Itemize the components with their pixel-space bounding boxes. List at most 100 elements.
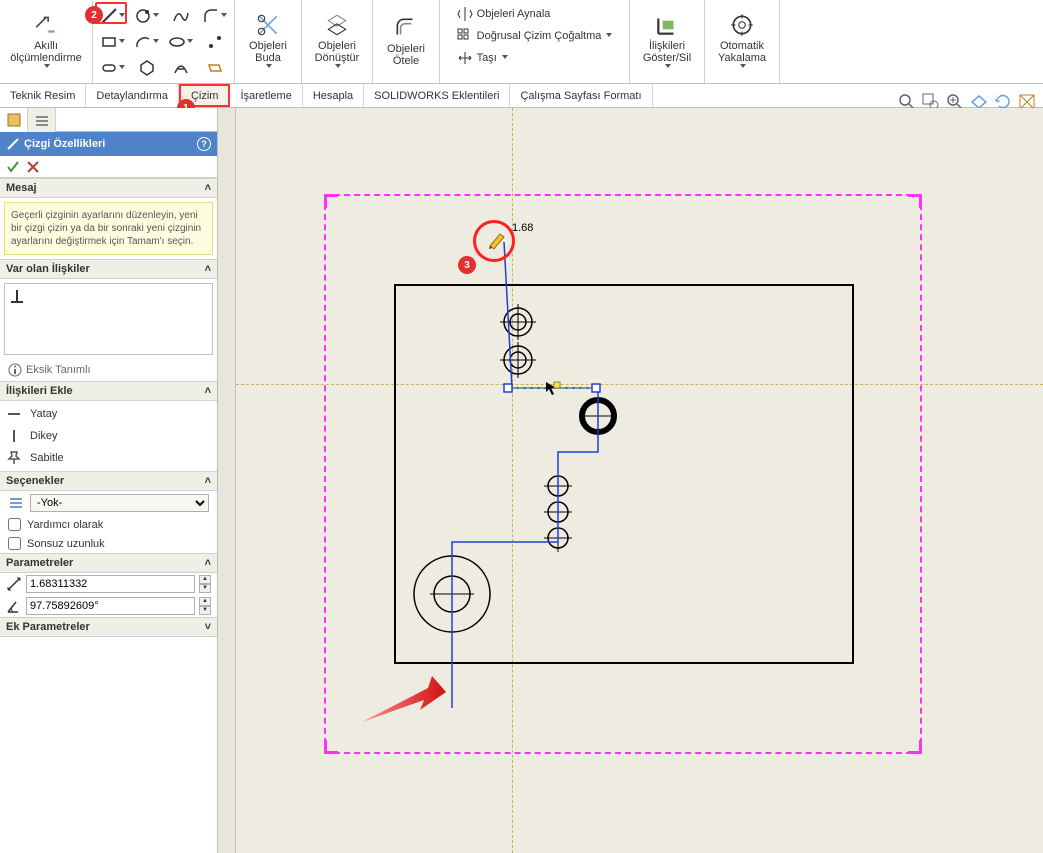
- trim-button[interactable]: Objeleri Buda: [241, 2, 295, 80]
- group-modify: Objeleri Aynala Doğrusal Çizim Çoğaltma …: [440, 0, 630, 83]
- feature-manager-tab[interactable]: [0, 108, 28, 132]
- spline-tool-button[interactable]: [165, 4, 197, 28]
- slot-tool-button[interactable]: [97, 56, 129, 80]
- under-defined-row: Eksik Tanımlı: [0, 359, 217, 381]
- relations-icon: [654, 12, 680, 38]
- group-snap: Otomatik Yakalama: [705, 0, 780, 83]
- style-icon: [8, 495, 24, 511]
- text-tool-button[interactable]: [165, 56, 197, 80]
- section-additional-params[interactable]: Ek Parametreler˅: [0, 617, 217, 637]
- auto-snap-button[interactable]: Otomatik Yakalama: [711, 2, 773, 80]
- length-spinner[interactable]: ▲▼: [199, 575, 211, 593]
- section-add-relations[interactable]: İlişkileri Ekle˄: [0, 381, 217, 401]
- section-message[interactable]: Mesaj˄: [0, 178, 217, 198]
- polygon-tool-button[interactable]: [131, 56, 163, 80]
- convert-button[interactable]: Objeleri Dönüştür: [308, 2, 366, 80]
- group-trim: Objeleri Buda: [235, 0, 302, 83]
- relation-vertical-button[interactable]: Dikey: [6, 425, 211, 447]
- vertical-icon: [6, 428, 22, 444]
- line-style-row: -Yok-: [0, 491, 217, 515]
- trim-icon: [255, 12, 281, 38]
- smart-dimension-label: Akıllı ölçümlendirme: [6, 40, 86, 64]
- chevron-down-icon: [266, 64, 272, 70]
- offset-icon: [393, 15, 419, 41]
- help-icon[interactable]: ?: [197, 137, 211, 151]
- length-param-row: ▲▼: [0, 573, 217, 595]
- add-relations-list: Yatay Dikey Sabitle: [0, 401, 217, 471]
- command-tab-bar: Teknik ResimDetaylandırmaÇizim1İşaretlem…: [0, 84, 1043, 108]
- section-options[interactable]: Seçenekler˄: [0, 471, 217, 491]
- flyout-bar[interactable]: [218, 108, 236, 853]
- move-button[interactable]: Taşı: [457, 48, 613, 68]
- move-icon: [457, 50, 473, 66]
- ok-button[interactable]: [6, 160, 20, 174]
- chevron-down-icon: [740, 64, 746, 70]
- convert-icon: [324, 12, 350, 38]
- tab-hesapla[interactable]: Hesapla: [303, 84, 364, 107]
- group-offset: Objeleri Ötele: [373, 0, 440, 83]
- group-convert: Objeleri Dönüştür: [302, 0, 373, 83]
- info-icon: [8, 363, 22, 377]
- circle-tool-button[interactable]: [131, 4, 163, 28]
- display-relations-label: İlişkileri Göster/Sil: [636, 40, 698, 64]
- tab-i̇şaretleme[interactable]: İşaretleme: [230, 84, 302, 107]
- drawing-canvas[interactable]: 1.683: [236, 108, 1043, 853]
- annotation-arrow: [236, 108, 1036, 848]
- linear-pattern-button[interactable]: Doğrusal Çizim Çoğaltma: [457, 26, 613, 46]
- workspace: Çizgi Özellikleri ? Mesaj˄ Geçerli çizgi…: [0, 108, 1043, 853]
- convert-label: Objeleri Dönüştür: [308, 40, 366, 64]
- infinite-checkbox[interactable]: [8, 537, 21, 550]
- offset-button[interactable]: Objeleri Ötele: [379, 2, 433, 80]
- mirror-label: Objeleri Aynala: [477, 8, 551, 20]
- line-tool-button[interactable]: [97, 4, 129, 28]
- display-relations-button[interactable]: İlişkileri Göster/Sil: [636, 2, 698, 80]
- angle-spinner[interactable]: ▲▼: [199, 597, 211, 615]
- existing-relations-list[interactable]: [4, 283, 213, 355]
- chevron-down-icon: [665, 64, 671, 70]
- panel-title-bar: Çizgi Özellikleri ?: [0, 132, 217, 156]
- tab-çizim[interactable]: Çizim1: [179, 84, 231, 107]
- move-label: Taşı: [477, 52, 497, 64]
- property-manager-tab[interactable]: [28, 108, 56, 132]
- group-sketch-tools: 2: [93, 0, 235, 83]
- smart-dimension-button[interactable]: Akıllı ölçümlendirme: [6, 2, 86, 80]
- pattern-label: Doğrusal Çizim Çoğaltma: [477, 30, 602, 42]
- ellipse-tool-button[interactable]: [165, 30, 197, 54]
- dimension-icon: [33, 12, 59, 38]
- point-tool-button[interactable]: [199, 30, 231, 54]
- panel-title: Çizgi Özellikleri: [24, 138, 105, 150]
- rect-tool-button[interactable]: [97, 30, 129, 54]
- cancel-button[interactable]: [26, 160, 40, 174]
- ok-cancel-row: [0, 156, 217, 178]
- tab-solidworks-eklentileri[interactable]: SOLIDWORKS Eklentileri: [364, 84, 510, 107]
- fix-icon: [6, 450, 22, 466]
- line-style-select[interactable]: -Yok-: [30, 494, 209, 512]
- section-existing-relations[interactable]: Var olan İlişkiler˄: [0, 259, 217, 279]
- arc-tool-button[interactable]: [131, 30, 163, 54]
- panel-tabs: [0, 108, 217, 132]
- sketch-small-grid: [95, 2, 233, 82]
- perpendicular-icon: [9, 288, 25, 304]
- group-dimension: Akıllı ölçümlendirme: [0, 0, 93, 83]
- plane-tool-button[interactable]: [199, 56, 231, 80]
- section-parameters[interactable]: Parametreler˄: [0, 553, 217, 573]
- mirror-button[interactable]: Objeleri Aynala: [457, 4, 613, 24]
- length-input[interactable]: [26, 575, 195, 593]
- relation-fix-button[interactable]: Sabitle: [6, 447, 211, 469]
- construction-checkbox-row: Yardımcı olarak: [0, 515, 217, 534]
- angle-input[interactable]: [26, 597, 195, 615]
- angle-icon: [6, 598, 22, 614]
- chevron-down-icon: [335, 64, 341, 70]
- tab-detaylandırma[interactable]: Detaylandırma: [86, 84, 179, 107]
- group-relations: İlişkileri Göster/Sil: [630, 0, 705, 83]
- fillet-tool-button[interactable]: [199, 4, 231, 28]
- tab-çalışma-sayfası-formatı[interactable]: Çalışma Sayfası Formatı: [510, 84, 652, 107]
- ribbon: Akıllı ölçümlendirme 2 Objeleri Buda: [0, 0, 1043, 84]
- angle-param-row: ▲▼: [0, 595, 217, 617]
- construction-checkbox[interactable]: [8, 518, 21, 531]
- tab-teknik-resim[interactable]: Teknik Resim: [0, 84, 86, 107]
- pattern-icon: [457, 28, 473, 44]
- auto-snap-label: Otomatik Yakalama: [711, 40, 773, 64]
- snap-icon: [729, 12, 755, 38]
- relation-horizontal-button[interactable]: Yatay: [6, 403, 211, 425]
